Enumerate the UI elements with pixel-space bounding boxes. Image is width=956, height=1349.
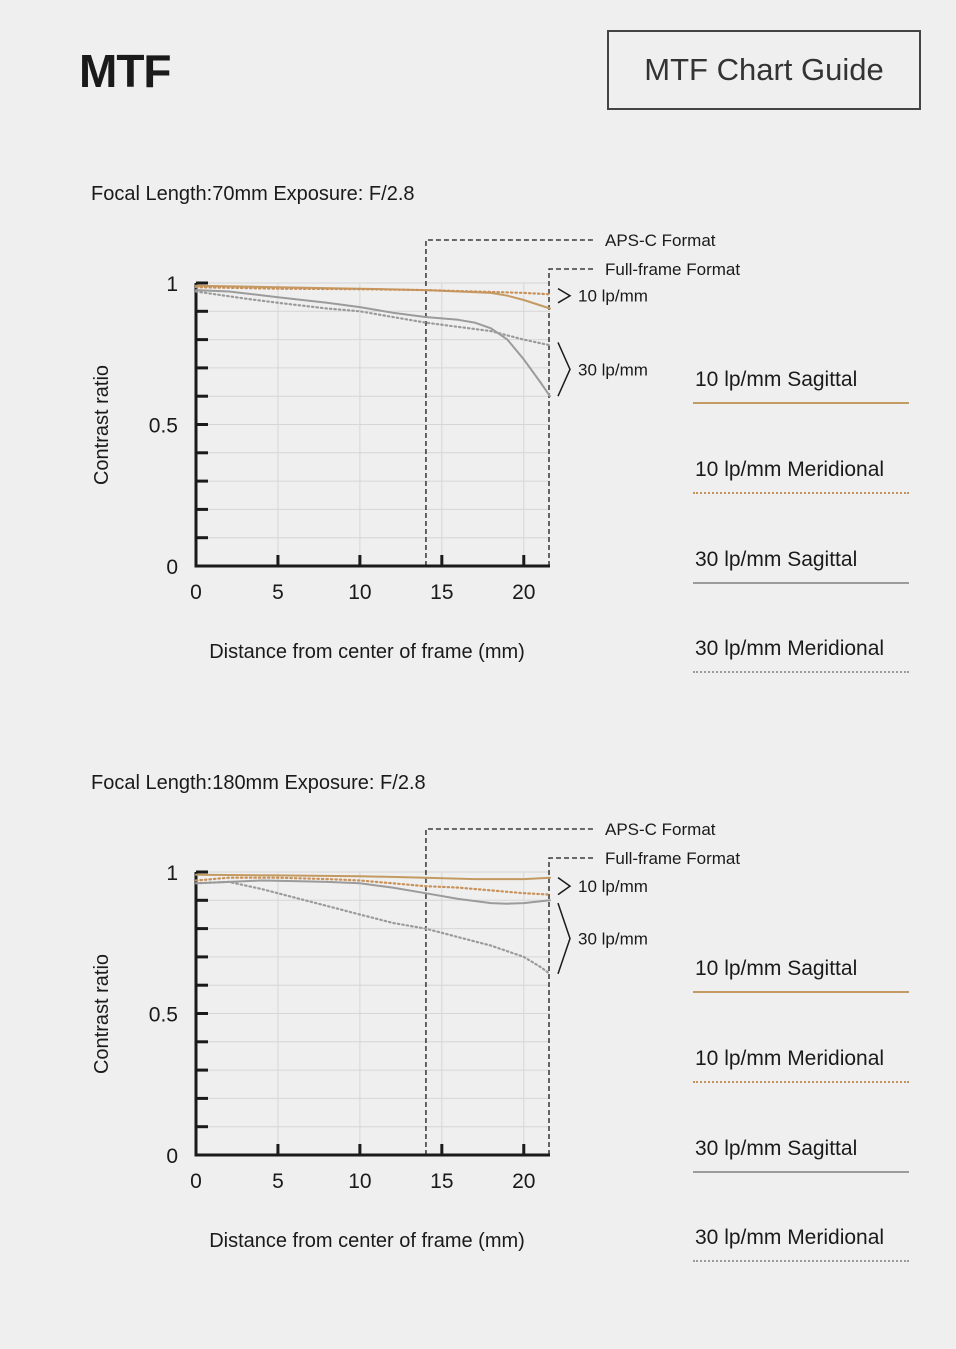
legend-item: 10 lp/mm Sagittal: [693, 368, 909, 404]
legend-line-swatch: [693, 1171, 909, 1173]
legend-item: 30 lp/mm Meridional: [693, 637, 909, 673]
grid: [196, 871, 550, 1155]
legend-item: 10 lp/mm Sagittal: [693, 957, 909, 993]
x-axis-label: Distance from center of frame (mm): [209, 641, 525, 663]
bracket-30lpmm: [557, 902, 571, 975]
series-10-lp-mm-meridional: [194, 876, 552, 896]
bracket-label: 10 lp/mm: [578, 877, 648, 896]
y-axis-label: Contrast ratio: [91, 954, 113, 1074]
fullframe-format-line: [548, 857, 594, 1155]
legend-line-swatch: [693, 402, 909, 404]
legend-line-swatch: [693, 492, 909, 494]
mtf-chart-70mm: Focal Length:70mm Exposure: F/2.8 0 0.5 1 0 5…: [0, 170, 956, 760]
chart-svg-180mm: Focal Length:180mm Exposure: F/2.800.510…: [91, 772, 740, 1252]
x-tick-label: 20: [512, 1170, 535, 1193]
y-tick-label: 0.5: [149, 1004, 178, 1027]
chart-heading: Focal Length:180mm Exposure: F/2.8: [91, 772, 426, 794]
series-30-lp-mm-sagittal: [195, 289, 551, 398]
y-tick-label: 1: [166, 273, 178, 296]
legend-line-swatch: [693, 1260, 909, 1262]
legend-label: 10 lp/mm Meridional: [695, 1047, 885, 1070]
y-tick-label: 1: [166, 862, 178, 885]
x-axis-label: Distance from center of frame (mm): [209, 1230, 525, 1252]
legend-item: 10 lp/mm Meridional: [693, 1047, 909, 1083]
y-axis-label: Contrast ratio: [91, 365, 113, 485]
legend-label: 30 lp/mm Sagittal: [695, 548, 858, 571]
x-tick-label: 15: [430, 581, 453, 604]
bracket-label: 30 lp/mm: [578, 360, 648, 379]
bracket-10lpmm: [557, 877, 572, 896]
fullframe-format-label: Full-frame Format: [605, 849, 740, 868]
legend-label: 30 lp/mm Sagittal: [695, 1137, 858, 1160]
chart-svg-70mm: Focal Length:70mm Exposure: F/2.800.510 5…: [91, 183, 740, 663]
bracket-label: 30 lp/mm: [578, 930, 648, 949]
series-30-lp-mm-meridional: [194, 290, 552, 347]
grid: [196, 282, 550, 566]
x-tick-label: 0: [190, 581, 202, 604]
legend-label: 10 lp/mm Sagittal: [695, 368, 858, 391]
legend-label: 10 lp/mm Meridional: [695, 458, 885, 481]
legend-line-swatch: [693, 991, 909, 993]
legend-item: 30 lp/mm Meridional: [693, 1226, 909, 1262]
mtf-chart-180mm: Focal Length:180mm Exposure: F/2.8 0 0.5 1 0…: [0, 759, 956, 1349]
y-tick-label: 0: [166, 556, 178, 579]
bracket-10lpmm: [557, 288, 572, 304]
legend-item: 30 lp/mm Sagittal: [693, 548, 909, 584]
x-tick-label: 10: [348, 1170, 371, 1193]
legend-70mm: 10 lp/mm Sagittal 10 lp/mm Meridional 30 l…: [693, 170, 953, 760]
legend-label: 10 lp/mm Sagittal: [695, 957, 858, 980]
apsc-format-label: APS-C Format: [605, 231, 716, 250]
series-10-lp-mm-sagittal: [195, 873, 551, 881]
legend-label: 30 lp/mm Meridional: [695, 637, 885, 660]
mtf-chart-guide-button[interactable]: MTF Chart Guide: [607, 30, 921, 110]
x-tick-label: 5: [272, 581, 284, 604]
series-30-lp-mm-meridional: [194, 880, 552, 975]
legend-line-swatch: [693, 1081, 909, 1083]
apsc-format-label: APS-C Format: [605, 820, 716, 839]
apsc-format-line: [425, 828, 594, 1155]
legend-item: 10 lp/mm Meridional: [693, 458, 909, 494]
y-tick-label: 0.5: [149, 415, 178, 438]
legend-line-swatch: [693, 582, 909, 584]
x-tick-label: 10: [348, 581, 371, 604]
chart-heading: Focal Length:70mm Exposure: F/2.8: [91, 183, 415, 205]
series-30-lp-mm-sagittal: [195, 879, 551, 905]
bracket-30lpmm: [557, 342, 571, 397]
apsc-format-line: [425, 239, 594, 566]
legend-item: 30 lp/mm Sagittal: [693, 1137, 909, 1173]
fullframe-format-line: [548, 268, 594, 566]
x-tick-label: 5: [272, 1170, 284, 1193]
legend-180mm: 10 lp/mm Sagittal 10 lp/mm Meridional 30 l…: [693, 759, 953, 1349]
y-tick-label: 0: [166, 1145, 178, 1168]
x-tick-label: 0: [190, 1170, 202, 1193]
fullframe-format-label: Full-frame Format: [605, 260, 740, 279]
page-title: MTF: [79, 45, 172, 97]
legend-label: 30 lp/mm Meridional: [695, 1226, 885, 1249]
x-tick-label: 15: [430, 1170, 453, 1193]
x-tick-label: 20: [512, 581, 535, 604]
bracket-label: 10 lp/mm: [578, 287, 648, 306]
series-10-lp-mm-meridional: [194, 286, 552, 296]
legend-line-swatch: [693, 671, 909, 673]
